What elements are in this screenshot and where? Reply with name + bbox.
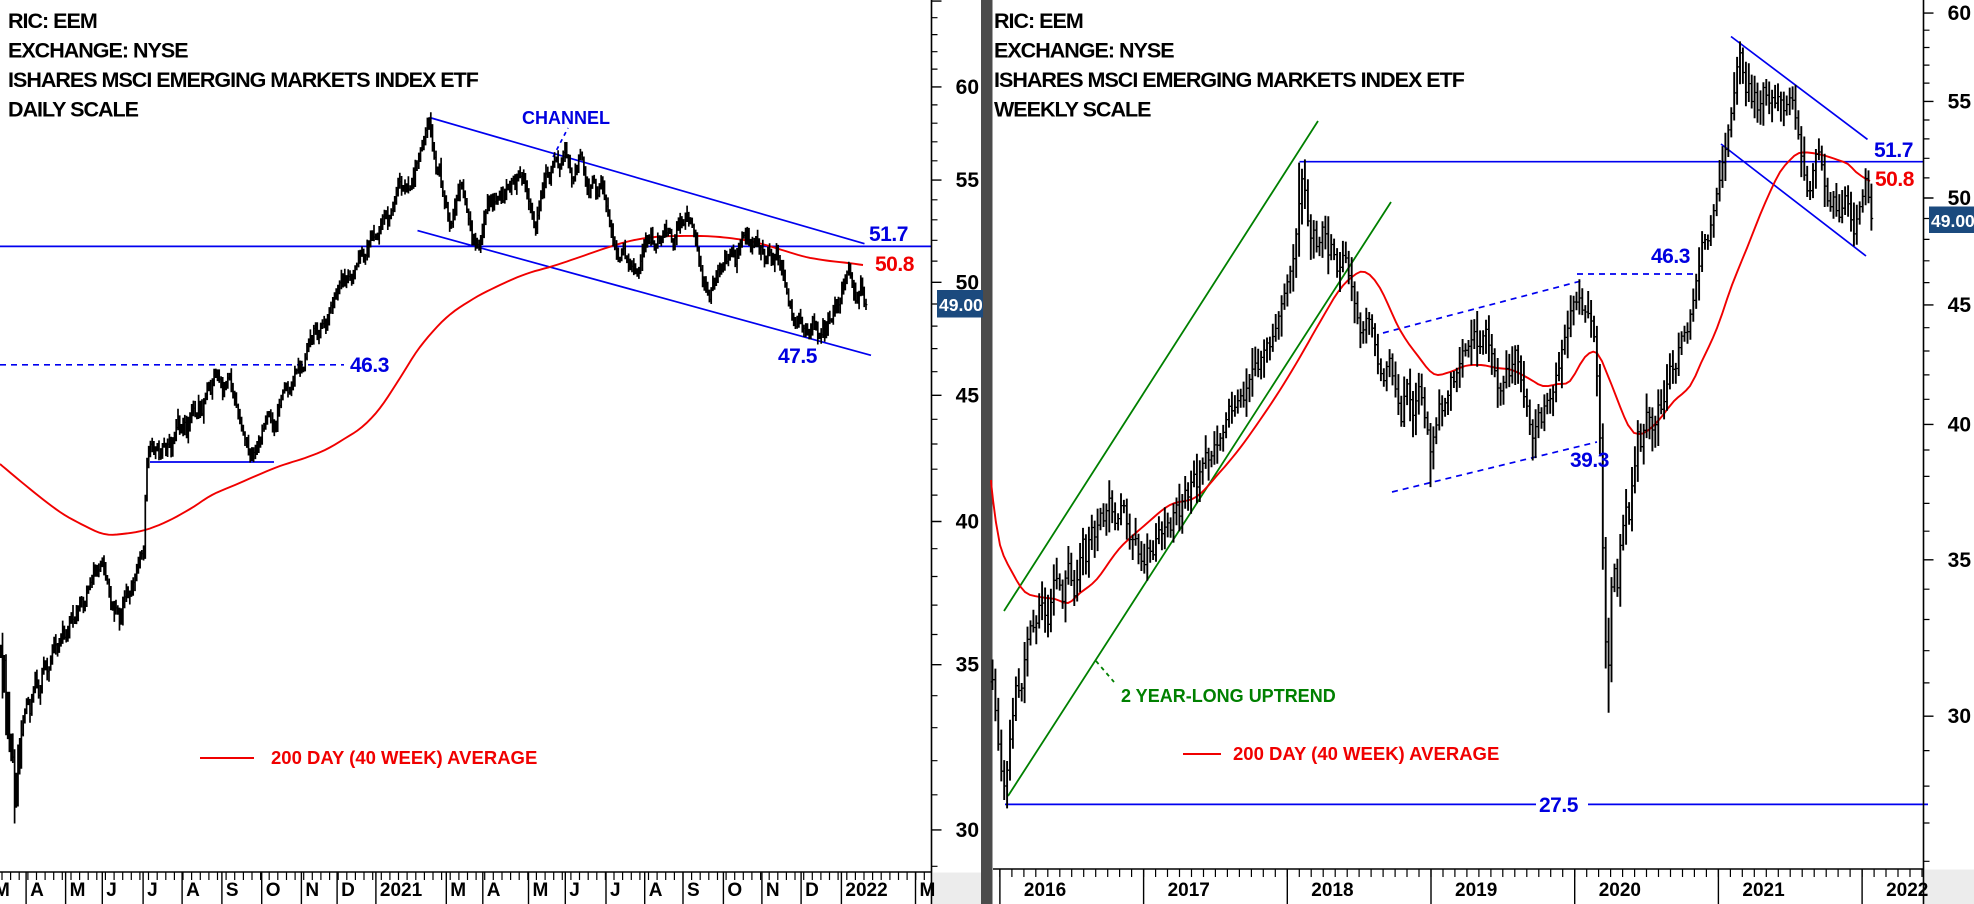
svg-text:45: 45 [956,384,980,407]
svg-text:O: O [727,880,742,901]
svg-text:RIC: EEM: RIC: EEM [8,9,97,33]
svg-text:J: J [569,880,580,901]
svg-text:ISHARES MSCI EMERGING MARKETS: ISHARES MSCI EMERGING MARKETS INDEX ETF [8,68,479,92]
svg-text:2 YEAR-LONG UPTREND: 2 YEAR-LONG UPTREND [1121,686,1336,706]
svg-text:M: M [0,880,10,901]
svg-text:O: O [266,880,281,901]
svg-text:A: A [649,880,663,901]
svg-text:35: 35 [956,654,980,677]
svg-text:EXCHANGE: NYSE: EXCHANGE: NYSE [994,39,1174,63]
svg-text:D: D [341,880,355,901]
svg-text:D: D [805,880,819,901]
svg-text:M: M [533,880,549,901]
svg-text:J: J [106,880,117,901]
svg-text:55: 55 [1948,90,1972,113]
svg-text:200 DAY (40 WEEK) AVERAGE: 200 DAY (40 WEEK) AVERAGE [271,747,537,768]
svg-text:2017: 2017 [1168,880,1210,901]
svg-text:200 DAY (40 WEEK) AVERAGE: 200 DAY (40 WEEK) AVERAGE [1233,743,1499,764]
svg-text:A: A [186,880,200,901]
svg-text:N: N [766,880,780,901]
svg-text:2021: 2021 [380,880,423,901]
svg-text:40: 40 [956,511,979,534]
svg-text:EXCHANGE: NYSE: EXCHANGE: NYSE [8,39,188,63]
svg-text:DAILY SCALE: DAILY SCALE [8,98,139,122]
svg-text:60: 60 [956,76,979,99]
svg-text:30: 30 [956,819,979,842]
svg-text:A: A [30,880,44,901]
svg-text:45: 45 [1948,294,1972,317]
svg-text:A: A [487,880,501,901]
svg-text:49.00: 49.00 [1931,211,1974,231]
svg-text:2020: 2020 [1599,880,1641,901]
svg-text:40: 40 [1948,413,1971,436]
svg-text:27.5: 27.5 [1539,794,1579,817]
svg-text:CHANNEL: CHANNEL [522,108,610,128]
svg-text:2021: 2021 [1742,880,1785,901]
svg-text:47.5: 47.5 [778,345,818,368]
svg-text:S: S [687,880,700,901]
svg-text:ISHARES MSCI EMERGING MARKETS: ISHARES MSCI EMERGING MARKETS INDEX ETF [994,68,1465,92]
svg-text:49.00: 49.00 [939,295,983,315]
svg-text:39.3: 39.3 [1570,449,1609,472]
svg-text:J: J [610,880,621,901]
svg-text:51.7: 51.7 [869,223,908,246]
svg-text:50.8: 50.8 [1875,168,1915,191]
svg-text:WEEKLY SCALE: WEEKLY SCALE [994,98,1151,122]
svg-text:RIC: EEM: RIC: EEM [994,9,1083,33]
svg-text:55: 55 [956,169,980,192]
svg-text:50: 50 [1948,187,1971,210]
svg-text:M: M [920,880,936,901]
svg-text:2022: 2022 [845,880,887,901]
svg-text:M: M [70,880,86,901]
svg-text:51.7: 51.7 [1874,139,1913,162]
svg-text:N: N [305,880,319,901]
svg-text:60: 60 [1948,2,1971,25]
svg-text:S: S [226,880,239,901]
svg-text:2019: 2019 [1455,880,1497,901]
svg-text:46.3: 46.3 [350,354,389,377]
svg-text:J: J [147,880,158,901]
svg-text:35: 35 [1948,549,1972,572]
svg-text:30: 30 [1948,705,1971,728]
svg-text:2018: 2018 [1311,880,1353,901]
svg-text:50: 50 [956,271,979,294]
svg-text:50.8: 50.8 [875,253,915,276]
svg-text:M: M [450,880,466,901]
svg-text:2016: 2016 [1024,880,1066,901]
svg-text:46.3: 46.3 [1651,245,1690,268]
svg-text:2022: 2022 [1886,880,1928,901]
